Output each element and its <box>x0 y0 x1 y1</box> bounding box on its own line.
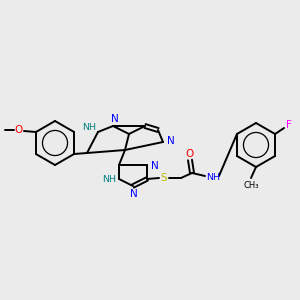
Text: F: F <box>286 120 292 130</box>
Text: N: N <box>130 189 138 199</box>
Text: N: N <box>111 114 119 124</box>
Text: CH₃: CH₃ <box>243 181 259 190</box>
Text: NH: NH <box>102 176 116 184</box>
Text: N: N <box>167 136 175 146</box>
Text: O: O <box>15 125 23 135</box>
Text: O: O <box>185 149 193 159</box>
Text: S: S <box>161 173 167 183</box>
Text: NH: NH <box>82 122 96 131</box>
Text: NH: NH <box>206 173 220 182</box>
Text: N: N <box>151 161 159 171</box>
